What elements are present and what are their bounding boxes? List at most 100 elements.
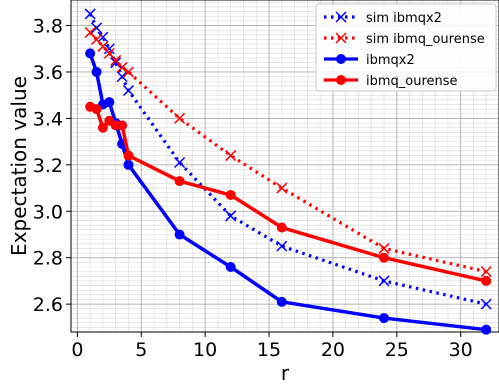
legend-label: ibmqx2 [366, 53, 415, 68]
y-tick-label: 3.8 [33, 16, 63, 38]
marker-stroke [84, 8, 96, 20]
data-point [91, 104, 102, 115]
x-tick-label: 30 [449, 339, 473, 361]
y-tick-label: 3.4 [33, 108, 63, 130]
legend-marker [336, 75, 346, 85]
series-line [88, 13, 487, 306]
data-point [481, 324, 492, 335]
legend-box [315, 3, 497, 92]
legend-marker [335, 11, 347, 23]
data-point [123, 159, 134, 170]
data-point [174, 176, 185, 187]
marker-stroke [122, 66, 135, 78]
data-point [225, 210, 237, 222]
marker-stroke [276, 240, 288, 252]
data-point [97, 122, 108, 133]
marker-stroke [335, 11, 347, 23]
legend-item: ibmqx2 [324, 53, 415, 68]
marker-stroke [378, 275, 390, 287]
x-tick-label: 5 [135, 339, 147, 361]
data-point [122, 66, 135, 78]
marker-stroke [276, 182, 288, 194]
legend: sim ibmqx2 sim ibmq_ourense ibmqx2 ibmq_our… [315, 3, 497, 92]
marker-stroke [480, 298, 492, 310]
x-tick-label: 0 [71, 339, 83, 361]
data-point [276, 296, 287, 307]
marker-stroke [174, 112, 186, 124]
data-point [378, 242, 390, 254]
marker-stroke [110, 54, 122, 66]
marker-stroke [116, 61, 128, 73]
data-point [276, 182, 288, 194]
marker-stroke [103, 47, 115, 59]
data-point [103, 43, 115, 55]
y-tick-label: 3.2 [33, 155, 63, 177]
marker-stroke [91, 22, 103, 34]
data-point [117, 120, 128, 131]
legend-label: sim ibmqx2 [366, 11, 442, 26]
series-sim-ibmq-ourense [84, 26, 492, 278]
plot-frame [70, 0, 499, 333]
marker-stroke [480, 266, 492, 278]
data-point [225, 150, 237, 162]
marker-stroke [97, 40, 109, 52]
series-layer [84, 8, 492, 335]
y-tick-label: 2.6 [33, 294, 63, 316]
y-axis-label: Expectation value [7, 76, 31, 256]
marker-stroke [174, 156, 186, 169]
data-point [104, 97, 115, 108]
y-tick-label: 2.8 [33, 248, 63, 270]
x-axis-label: r [281, 361, 290, 385]
marker-stroke [110, 57, 122, 69]
data-point [91, 22, 103, 34]
data-point [97, 31, 109, 43]
y-axis: 2.6 2.8 3.0 3.2 3.4 3.6 3.8 [33, 16, 71, 316]
data-point [225, 190, 236, 201]
marker-stroke [116, 71, 128, 83]
data-point [91, 66, 102, 77]
data-point [480, 298, 492, 310]
data-point [122, 85, 135, 97]
marker-stroke [91, 33, 103, 45]
data-point [174, 229, 185, 240]
marker-stroke [378, 242, 390, 254]
data-point [116, 71, 128, 83]
data-point [174, 112, 186, 124]
data-point [480, 266, 492, 278]
y-tick-label: 3.0 [33, 201, 63, 223]
legend-marker [335, 32, 347, 44]
legend-item: sim ibmq_ourense [324, 32, 485, 47]
data-point [481, 275, 492, 286]
data-point [276, 240, 288, 252]
x-tick-label: 15 [257, 339, 281, 361]
marker-stroke [97, 31, 109, 43]
series-ibmq-ourense [85, 101, 492, 286]
legend-marker [336, 54, 346, 64]
data-point [378, 275, 390, 287]
data-point [276, 222, 287, 233]
legend-label: ibmq_ourense [366, 74, 458, 89]
major-grid [71, 0, 499, 332]
data-point [225, 261, 236, 272]
marker-stroke [225, 210, 237, 222]
x-tick-label: 20 [321, 339, 345, 361]
y-tick-label: 3.6 [33, 62, 63, 84]
marker-stroke [335, 32, 347, 44]
data-point [85, 48, 96, 59]
data-point [379, 252, 390, 263]
legend-label: sim ibmq_ourense [366, 32, 485, 47]
legend-item: sim ibmqx2 [324, 11, 442, 26]
data-point [174, 156, 186, 169]
data-point [379, 313, 390, 324]
marker-stroke [103, 43, 115, 55]
legend-item: ibmq_ourense [324, 74, 458, 89]
marker-stroke [122, 85, 135, 97]
marker-stroke [225, 150, 237, 162]
data-point [123, 150, 134, 161]
data-point [116, 61, 128, 73]
marker-stroke [84, 26, 96, 39]
data-point [84, 8, 96, 20]
x-axis: 0 5 10 15 20 25 30 [71, 332, 473, 361]
x-tick-label: 10 [193, 339, 217, 361]
